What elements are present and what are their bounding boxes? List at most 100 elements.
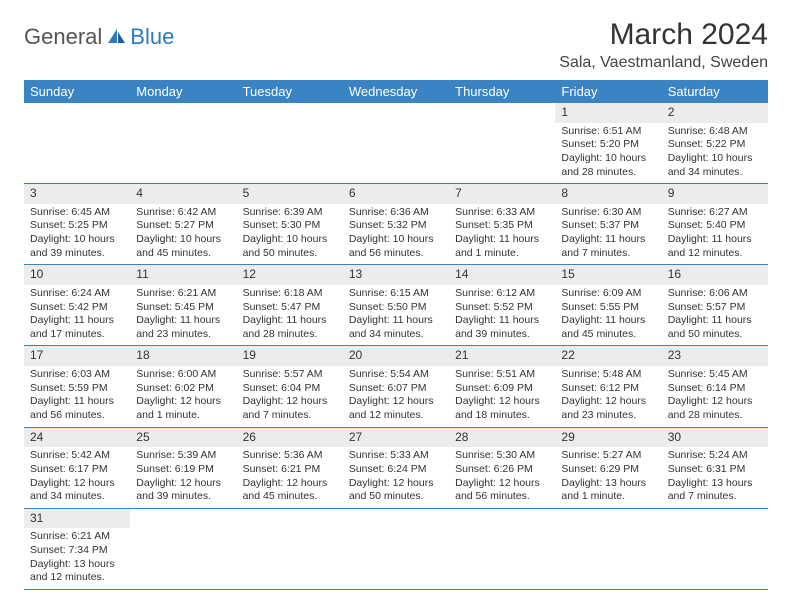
daynum-row: 31 (24, 508, 768, 528)
daynum-row: 17181920212223 (24, 346, 768, 366)
day-number-cell (662, 508, 768, 528)
calendar-table: Sunday Monday Tuesday Wednesday Thursday… (24, 80, 768, 590)
sunrise-text: Sunrise: 5:42 AM (30, 449, 124, 463)
sunrise-text: Sunrise: 6:30 AM (561, 206, 655, 220)
day-info-cell: Sunrise: 6:09 AMSunset: 5:55 PMDaylight:… (555, 285, 661, 346)
daylight-text: Daylight: 12 hours and 39 minutes. (136, 477, 230, 504)
logo-text-blue: Blue (130, 24, 174, 50)
info-row: Sunrise: 6:45 AMSunset: 5:25 PMDaylight:… (24, 204, 768, 265)
sunset-text: Sunset: 6:09 PM (455, 382, 549, 396)
logo-text-general: General (24, 24, 102, 50)
sunrise-text: Sunrise: 6:21 AM (136, 287, 230, 301)
daylight-text: Daylight: 13 hours and 12 minutes. (30, 558, 124, 585)
daylight-text: Daylight: 12 hours and 7 minutes. (243, 395, 337, 422)
day-info-cell (449, 528, 555, 589)
sunset-text: Sunset: 6:02 PM (136, 382, 230, 396)
sunrise-text: Sunrise: 6:42 AM (136, 206, 230, 220)
sunset-text: Sunset: 5:59 PM (30, 382, 124, 396)
sunset-text: Sunset: 6:31 PM (668, 463, 762, 477)
sunset-text: Sunset: 5:37 PM (561, 219, 655, 233)
daylight-text: Daylight: 11 hours and 7 minutes. (561, 233, 655, 260)
location-text: Sala, Vaestmanland, Sweden (559, 54, 768, 72)
day-number-cell: 26 (237, 427, 343, 447)
sunrise-text: Sunrise: 5:33 AM (349, 449, 443, 463)
day-number-cell: 17 (24, 346, 130, 366)
daylight-text: Daylight: 12 hours and 18 minutes. (455, 395, 549, 422)
day-number-cell (555, 508, 661, 528)
sunrise-text: Sunrise: 6:06 AM (668, 287, 762, 301)
day-number-cell (237, 508, 343, 528)
day-number-cell: 4 (130, 184, 236, 204)
sunrise-text: Sunrise: 5:57 AM (243, 368, 337, 382)
day-info-cell: Sunrise: 6:51 AMSunset: 5:20 PMDaylight:… (555, 123, 661, 184)
day-number-cell: 28 (449, 427, 555, 447)
day-number-cell (343, 103, 449, 123)
day-info-cell: Sunrise: 5:27 AMSunset: 6:29 PMDaylight:… (555, 447, 661, 508)
sunrise-text: Sunrise: 5:48 AM (561, 368, 655, 382)
weekday-header: Sunday (24, 80, 130, 103)
sunrise-text: Sunrise: 6:33 AM (455, 206, 549, 220)
day-info-cell: Sunrise: 6:36 AMSunset: 5:32 PMDaylight:… (343, 204, 449, 265)
daynum-row: 10111213141516 (24, 265, 768, 285)
day-info-cell (555, 528, 661, 589)
daylight-text: Daylight: 10 hours and 28 minutes. (561, 152, 655, 179)
sunset-text: Sunset: 5:42 PM (30, 301, 124, 315)
day-info-cell: Sunrise: 5:54 AMSunset: 6:07 PMDaylight:… (343, 366, 449, 427)
sunset-text: Sunset: 5:27 PM (136, 219, 230, 233)
day-info-cell (130, 123, 236, 184)
day-info-cell: Sunrise: 6:24 AMSunset: 5:42 PMDaylight:… (24, 285, 130, 346)
daylight-text: Daylight: 12 hours and 50 minutes. (349, 477, 443, 504)
sunrise-text: Sunrise: 5:24 AM (668, 449, 762, 463)
sunrise-text: Sunrise: 5:36 AM (243, 449, 337, 463)
daylight-text: Daylight: 12 hours and 45 minutes. (243, 477, 337, 504)
day-info-cell: Sunrise: 6:39 AMSunset: 5:30 PMDaylight:… (237, 204, 343, 265)
sunrise-text: Sunrise: 6:12 AM (455, 287, 549, 301)
day-info-cell (237, 123, 343, 184)
day-info-cell: Sunrise: 5:39 AMSunset: 6:19 PMDaylight:… (130, 447, 236, 508)
day-info-cell: Sunrise: 5:48 AMSunset: 6:12 PMDaylight:… (555, 366, 661, 427)
day-info-cell: Sunrise: 6:27 AMSunset: 5:40 PMDaylight:… (662, 204, 768, 265)
logo-sail-icon (106, 27, 128, 50)
day-number-cell: 14 (449, 265, 555, 285)
sunset-text: Sunset: 6:29 PM (561, 463, 655, 477)
day-info-cell: Sunrise: 6:21 AMSunset: 7:34 PMDaylight:… (24, 528, 130, 589)
day-number-cell (24, 103, 130, 123)
sunset-text: Sunset: 6:19 PM (136, 463, 230, 477)
sunrise-text: Sunrise: 6:03 AM (30, 368, 124, 382)
day-number-cell: 31 (24, 508, 130, 528)
daylight-text: Daylight: 10 hours and 56 minutes. (349, 233, 443, 260)
day-number-cell: 15 (555, 265, 661, 285)
daylight-text: Daylight: 11 hours and 34 minutes. (349, 314, 443, 341)
weekday-header: Friday (555, 80, 661, 103)
sunrise-text: Sunrise: 5:30 AM (455, 449, 549, 463)
day-info-cell: Sunrise: 6:00 AMSunset: 6:02 PMDaylight:… (130, 366, 236, 427)
sunrise-text: Sunrise: 6:18 AM (243, 287, 337, 301)
sunset-text: Sunset: 5:40 PM (668, 219, 762, 233)
sunset-text: Sunset: 6:04 PM (243, 382, 337, 396)
daylight-text: Daylight: 11 hours and 50 minutes. (668, 314, 762, 341)
sunrise-text: Sunrise: 6:00 AM (136, 368, 230, 382)
page-header: General Blue March 2024 Sala, Vaestmanla… (24, 18, 768, 72)
sunrise-text: Sunrise: 6:09 AM (561, 287, 655, 301)
day-info-cell: Sunrise: 6:33 AMSunset: 5:35 PMDaylight:… (449, 204, 555, 265)
daylight-text: Daylight: 11 hours and 17 minutes. (30, 314, 124, 341)
info-row: Sunrise: 6:03 AMSunset: 5:59 PM Daylight:… (24, 366, 768, 427)
day-info-cell (343, 528, 449, 589)
sunset-text: Sunset: 5:47 PM (243, 301, 337, 315)
sunset-text: Sunset: 7:34 PM (30, 544, 124, 558)
daylight-text: Daylight: 12 hours and 56 minutes. (455, 477, 549, 504)
daylight-text: Daylight: 11 hours and 23 minutes. (136, 314, 230, 341)
day-number-cell (343, 508, 449, 528)
sunrise-text: Sunrise: 5:27 AM (561, 449, 655, 463)
sunrise-text: Sunrise: 6:27 AM (668, 206, 762, 220)
daylight-text: Daylight: 12 hours and 1 minute. (136, 395, 230, 422)
sunrise-text: Sunrise: 6:21 AM (30, 530, 124, 544)
sunrise-text: Sunrise: 5:51 AM (455, 368, 549, 382)
day-number-cell: 6 (343, 184, 449, 204)
day-info-cell: Sunrise: 6:18 AMSunset: 5:47 PMDaylight:… (237, 285, 343, 346)
sunset-text: Sunset: 5:52 PM (455, 301, 549, 315)
day-info-cell: Sunrise: 5:36 AMSunset: 6:21 PMDaylight:… (237, 447, 343, 508)
sunset-text: Sunset: 5:55 PM (561, 301, 655, 315)
weekday-header: Wednesday (343, 80, 449, 103)
daylight-text: Daylight: 11 hours and 1 minute. (455, 233, 549, 260)
